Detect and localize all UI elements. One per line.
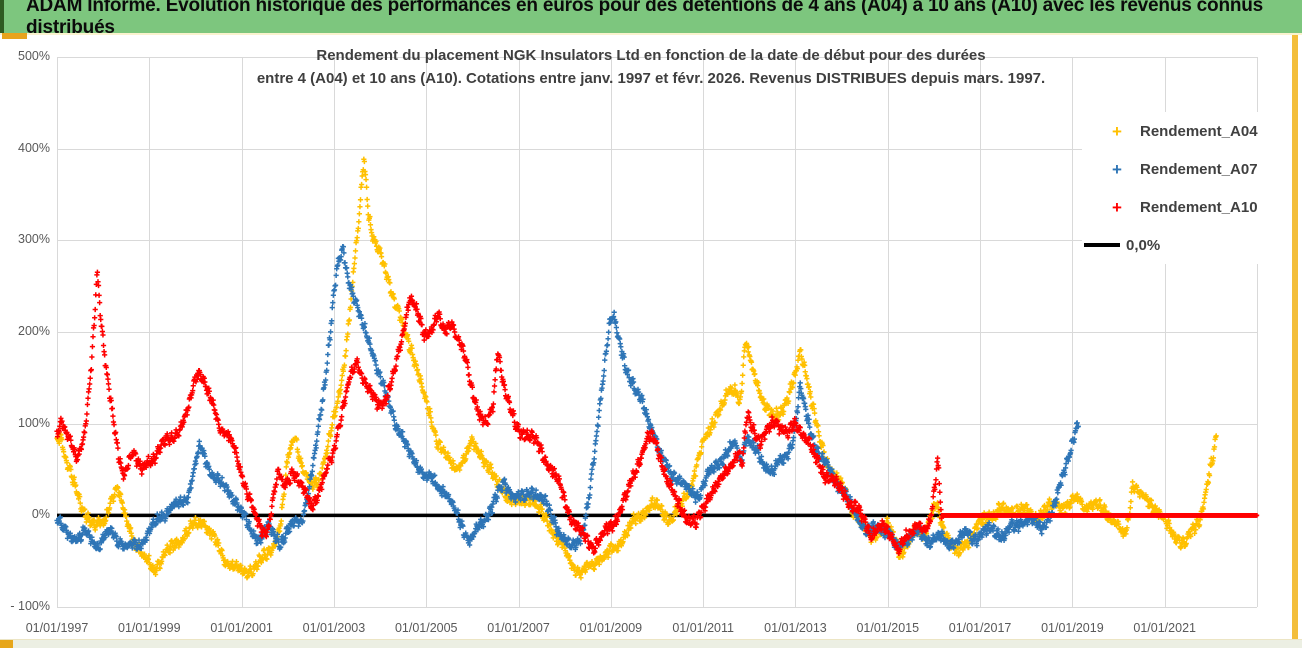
legend-label: Rendement_A07 <box>1140 160 1258 178</box>
x-axis-tick-label: 01/01/2001 <box>210 621 273 635</box>
window-title: ADAM Informe. Evolution historique des p… <box>26 0 1264 38</box>
x-axis-tick-label: 01/01/2005 <box>394 621 458 635</box>
x-axis-tick-label: 01/01/2007 <box>487 621 550 635</box>
x-axis-tick-label: 01/01/2015 <box>856 621 920 635</box>
chart-title-line2: entre 4 (A04) et 10 ans (A10). Cotations… <box>256 70 1046 87</box>
y-axis-tick-label: 200% <box>18 324 50 338</box>
x-axis-tick-label: 01/01/2019 <box>1041 621 1104 635</box>
window-left-edge <box>0 0 4 33</box>
chart-title: Rendement du placement NGK Insulators Lt… <box>0 44 1302 90</box>
y-axis-tick-label: 0% <box>31 507 50 522</box>
x-axis-tick-label: 01/01/2013 <box>764 621 827 635</box>
y-axis-tick-label: - 100% <box>10 599 50 613</box>
x-axis-tick-label: 01/01/2009 <box>579 621 643 635</box>
y-axis-tick-label: 100% <box>18 415 50 430</box>
legend-label: Rendement_A04 <box>1140 122 1258 140</box>
chart-legend: + Rendement_A04 + Rendement_A07 + Rendem… <box>1082 112 1270 264</box>
legend-item-zero-line[interactable]: 0,0% <box>1082 226 1270 264</box>
chart-right-border <box>1292 35 1298 639</box>
legend-item-rendement-a10[interactable]: + Rendement_A10 <box>1082 188 1270 226</box>
legend-item-rendement-a07[interactable]: + Rendement_A07 <box>1082 150 1270 188</box>
x-axis-tick-label: 01/01/2021 <box>1133 621 1196 635</box>
chart-title-line1: Rendement du placement NGK Insulators Lt… <box>316 47 986 64</box>
legend-label: Rendement_A10 <box>1140 198 1258 216</box>
titlebar-gold-tab <box>2 33 27 39</box>
y-axis-tick-label: 400% <box>18 140 50 155</box>
plus-marker-icon: + <box>1112 121 1122 141</box>
y-axis-tick-label: 300% <box>18 232 50 247</box>
x-axis-tick-label: 01/01/2003 <box>302 621 366 635</box>
plus-marker-icon: + <box>1112 159 1122 179</box>
y-axis-tick-label: 500% <box>18 49 50 63</box>
bottom-gold-tab <box>0 640 13 648</box>
window-title-bar: ADAM Informe. Evolution historique des p… <box>0 0 1302 38</box>
x-axis-tick-label: 01/01/2017 <box>948 621 1012 635</box>
zero-line-icon <box>1084 243 1120 247</box>
legend-item-rendement-a04[interactable]: + Rendement_A04 <box>1082 112 1270 150</box>
x-axis-tick-label: 01/01/1999 <box>118 621 181 635</box>
plus-marker-icon: + <box>1112 197 1122 217</box>
bottom-strip <box>0 639 1302 648</box>
legend-label: 0,0% <box>1126 236 1161 254</box>
titlebar-underline <box>0 33 1302 35</box>
x-axis-tick-label: 01/01/2011 <box>672 621 734 635</box>
x-axis-tick-label: 01/01/1997 <box>25 621 89 635</box>
